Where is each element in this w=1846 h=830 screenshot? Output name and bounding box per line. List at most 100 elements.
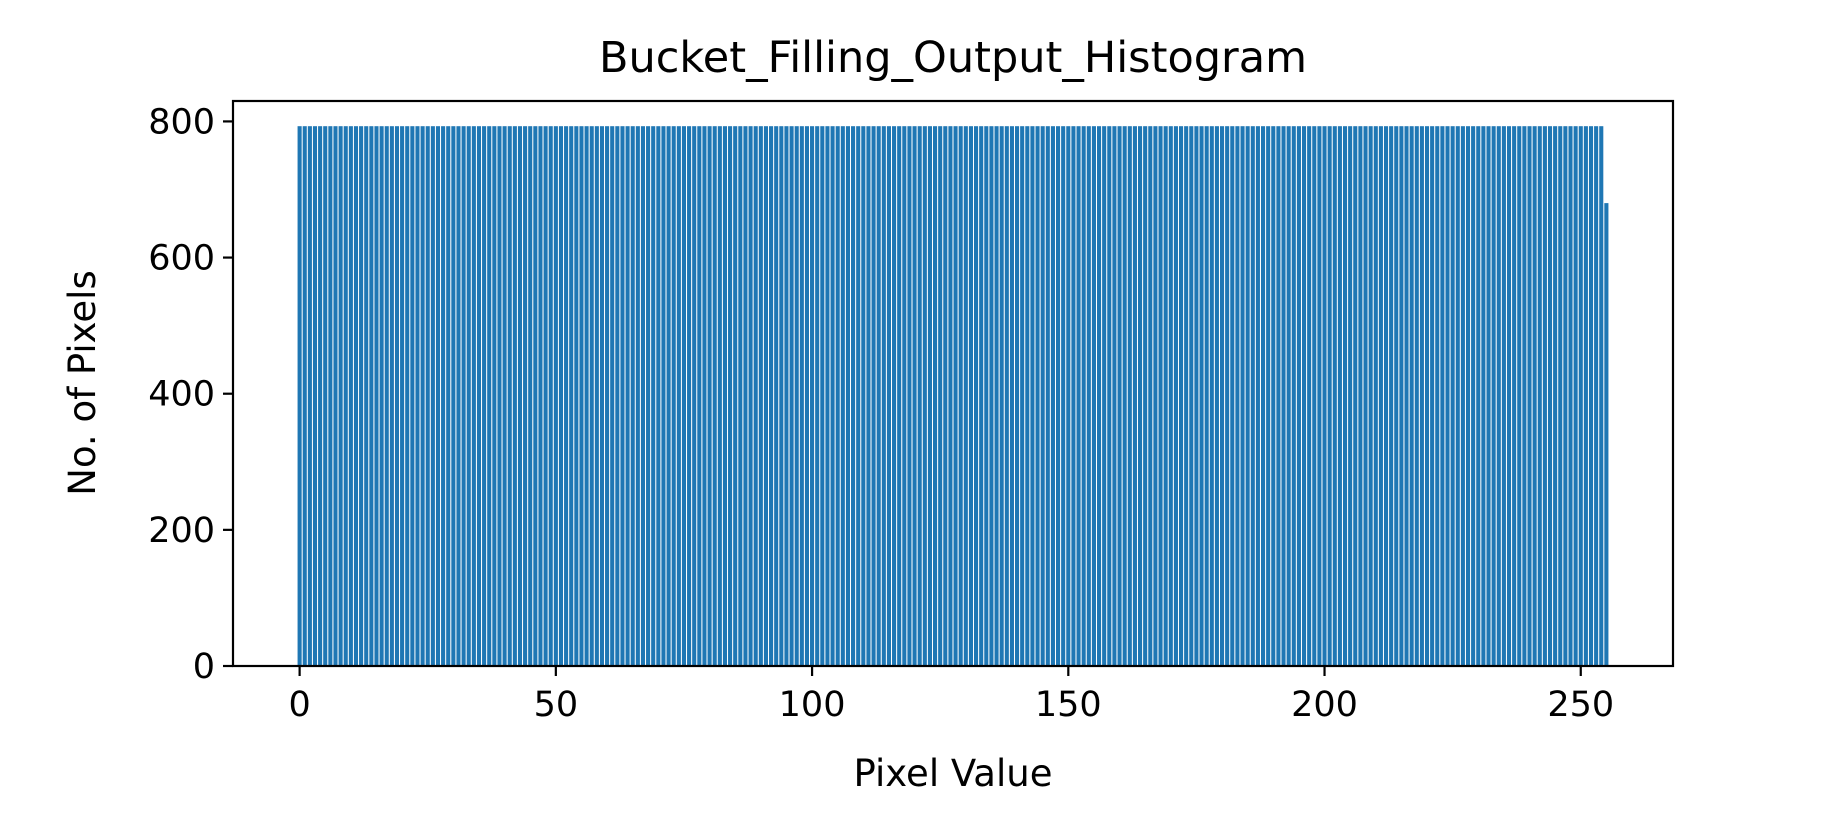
histogram-bar xyxy=(1122,126,1127,666)
histogram-bar xyxy=(1081,126,1086,666)
histogram-bar xyxy=(815,126,820,666)
histogram-bar xyxy=(1599,126,1604,666)
histogram-bar xyxy=(420,126,425,666)
histogram-bar xyxy=(1245,126,1250,666)
histogram-bar xyxy=(1404,126,1409,666)
histogram-bar xyxy=(1517,126,1522,666)
histogram-bar xyxy=(830,126,835,666)
histogram-bar xyxy=(1004,126,1009,666)
histogram-bar xyxy=(845,126,850,666)
histogram-bar xyxy=(435,126,441,666)
histogram-bar xyxy=(1594,126,1599,666)
histogram-bar xyxy=(758,126,763,666)
histogram-bar xyxy=(810,126,815,666)
histogram-bar xyxy=(1337,126,1342,666)
histogram-bar xyxy=(523,126,528,666)
histogram-bar xyxy=(676,126,681,666)
histogram-bar xyxy=(415,126,420,666)
histogram-bar xyxy=(876,126,881,666)
histogram-bar xyxy=(1214,126,1219,666)
histogram-bar xyxy=(958,126,963,666)
histogram-bar xyxy=(615,126,620,666)
histogram-bar xyxy=(717,126,722,666)
histogram-bar xyxy=(558,126,564,666)
histogram-bar xyxy=(1030,126,1035,666)
histogram-bar xyxy=(353,126,359,666)
histogram-bar xyxy=(804,126,809,666)
histogram-bar xyxy=(625,126,630,666)
histogram-bar xyxy=(1604,203,1609,667)
histogram-bar xyxy=(1209,126,1214,666)
histogram-bar xyxy=(297,126,302,666)
histogram-bar xyxy=(1194,126,1199,666)
histogram-bar xyxy=(994,126,999,666)
histogram-bar xyxy=(1491,126,1496,666)
histogram-bar xyxy=(1148,126,1153,666)
histogram-bar xyxy=(1424,126,1430,666)
x-tick-label: 0 xyxy=(288,685,310,725)
histogram-bar xyxy=(1394,126,1399,666)
histogram-bar xyxy=(1260,126,1266,666)
histogram-bar xyxy=(307,126,312,666)
histogram-bar xyxy=(774,126,779,666)
histogram-bar xyxy=(1332,126,1337,666)
histogram-bar xyxy=(784,126,789,666)
histogram-bar xyxy=(1127,126,1132,666)
histogram-bar xyxy=(1353,126,1358,666)
histogram-bar xyxy=(1102,126,1107,666)
histogram-bar xyxy=(1301,126,1307,666)
histogram-bar xyxy=(1399,126,1404,666)
histogram-bar xyxy=(968,126,973,666)
histogram-bar xyxy=(912,126,917,666)
histogram-bar xyxy=(589,126,594,666)
histogram-bar xyxy=(933,126,938,666)
histogram-bar xyxy=(789,126,794,666)
histogram-bar xyxy=(1435,126,1440,666)
histogram-bar xyxy=(646,126,651,666)
histogram-bar xyxy=(907,126,912,666)
histogram-bar xyxy=(671,126,676,666)
histogram-bar xyxy=(917,126,922,666)
histogram-bar xyxy=(851,126,856,666)
histogram-bar xyxy=(1240,126,1245,666)
histogram-bar xyxy=(722,126,728,666)
histogram-bar xyxy=(312,126,318,666)
histogram-bar xyxy=(425,126,430,666)
histogram-bar xyxy=(1230,126,1235,666)
histogram-bar xyxy=(1481,126,1486,666)
histogram-bar xyxy=(1050,126,1055,666)
histogram-bar xyxy=(835,126,840,666)
histogram-bar xyxy=(681,126,687,666)
chart-title: Bucket_Filling_Output_Histogram xyxy=(599,33,1307,83)
histogram-bar xyxy=(364,126,369,666)
histogram-bar xyxy=(528,126,533,666)
histogram-bar xyxy=(384,126,389,666)
histogram-bar xyxy=(1527,126,1532,666)
histogram-bar xyxy=(1307,126,1312,666)
histogram-bar xyxy=(1219,126,1225,666)
histogram-bar xyxy=(799,126,804,666)
histogram-bar xyxy=(471,126,476,666)
x-tick-label: 150 xyxy=(1035,685,1102,725)
histogram-bar xyxy=(456,126,461,666)
histogram-bar xyxy=(902,126,907,666)
histogram-bar xyxy=(1138,126,1143,666)
histogram-bar xyxy=(871,126,876,666)
histogram-bar xyxy=(1163,126,1168,666)
histogram-bar xyxy=(984,126,989,666)
histogram-bar xyxy=(743,126,748,666)
histogram-bar xyxy=(343,126,348,666)
histogram-bar xyxy=(938,126,943,666)
histogram-bar xyxy=(820,126,825,666)
histogram-bar xyxy=(584,126,589,666)
histogram-bar xyxy=(1450,126,1455,666)
histogram-bar xyxy=(594,126,599,666)
histogram-bar xyxy=(569,126,574,666)
histogram-bar xyxy=(1342,126,1348,666)
histogram-bar xyxy=(1276,126,1281,666)
histogram-bar xyxy=(410,126,415,666)
histogram-bar xyxy=(405,126,410,666)
histogram-bar xyxy=(892,126,897,666)
histogram-bar xyxy=(543,126,548,666)
histogram-bar xyxy=(1327,126,1332,666)
